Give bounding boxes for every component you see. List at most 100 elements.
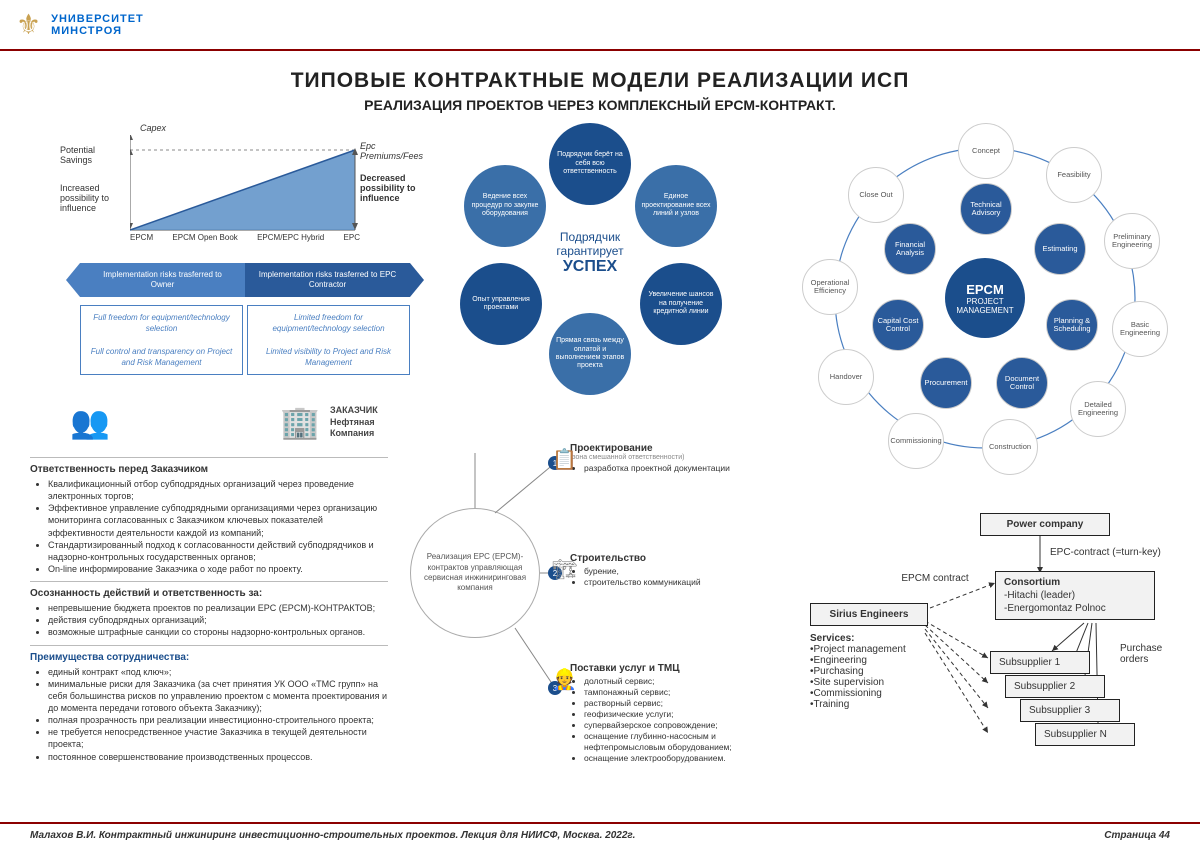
risk-arrows: Implementation risks trasferred to Owner…	[80, 263, 410, 297]
page-subtitle: РЕАЛИЗАЦИЯ ПРОЕКТОВ ЧЕРЕЗ КОМПЛЕКСНЫЙ EP…	[0, 97, 1200, 113]
wheel-outer: Basic Engineering	[1112, 301, 1168, 357]
consortium-items: -Hitachi (leader)-Energomontaz Polnoc	[1004, 589, 1146, 615]
xlabel: EPCM/EPC Hybrid	[257, 233, 324, 242]
box-right: Limited freedom for equipment/technology…	[247, 305, 410, 375]
arrow-left: Implementation risks trasferred to Owner	[80, 263, 245, 297]
contractor-success-diagram: Подрядчик берёт на себя всю ответственно…	[430, 123, 750, 383]
wheel-inner: Financial Analysis	[884, 223, 936, 275]
phase-list: долотный сервис;тампонажный сервис;раств…	[570, 676, 750, 764]
section-list: единый контракт «под ключ»;минимальные р…	[30, 666, 388, 763]
circ-center: Подрядчик гарантирует УСПЕХ	[535, 208, 645, 298]
subsupplier-box: Subsupplier 1	[990, 651, 1090, 674]
chart-xlabels: EPCM EPCM Open Book EPCM/EPC Hybrid EPC	[130, 233, 360, 242]
wheel-outer: Handover	[818, 349, 874, 405]
wheel-outer: Commissioning	[888, 413, 944, 469]
epcm-wheel: EPCM PROJECT MANAGEMENT Technical Adviso…	[780, 123, 1180, 463]
phase-list: бурение,строительство коммуникаций	[570, 566, 750, 588]
header-text: УНИВЕРСИТЕТ МИНСТРОЯ	[51, 13, 144, 37]
seg: Ведение всех процедур по закупке оборудо…	[464, 165, 546, 247]
chart-svg	[130, 135, 360, 235]
wheel-center: EPCM PROJECT MANAGEMENT	[945, 258, 1025, 338]
wheel-center-sub: PROJECT MANAGEMENT	[945, 297, 1025, 315]
seg: Опыт управления проектами	[460, 263, 542, 345]
phase-subtitle: (зона смешанной ответственности)	[570, 454, 750, 461]
box-text: Limited visibility to Project and Risk M…	[254, 346, 403, 368]
wheel-outer: Feasibility	[1046, 147, 1102, 203]
phase-list: разработка проектной документации	[570, 463, 750, 474]
wheel-inner: Technical Advisory	[960, 183, 1012, 235]
epcm-label: EPCM contract	[900, 573, 970, 584]
section-list: Квалификационный отбор субподрядных орга…	[30, 478, 388, 575]
wheel-inner: Document Control	[996, 357, 1048, 409]
subsupplier-box: Subsupplier 3	[1020, 699, 1120, 722]
wheel-inner: Estimating	[1034, 223, 1086, 275]
bl-right-column: Реализация EPC (EPCM)-контрактов управля…	[400, 453, 760, 769]
premiums-label: Epc Premiums/Fees	[360, 141, 430, 161]
capex-label: Capex	[140, 123, 166, 133]
box-text: Limited freedom for equipment/technology…	[254, 312, 403, 334]
header-line2: МИНСТРОЯ	[51, 25, 144, 37]
consortium-box: Consortium -Hitachi (leader)-Energomonta…	[995, 571, 1155, 620]
section-heading: Преимущества сотрудничества:	[30, 652, 388, 663]
epc-label: EPC-contract (=turn-key)	[1050, 547, 1161, 558]
circ-center-l1: Подрядчик	[560, 230, 620, 244]
sirius-box: Sirius Engineers	[810, 603, 928, 626]
circ-center-l2: гарантирует	[556, 244, 623, 258]
wheel-inner: Planning & Scheduling	[1046, 299, 1098, 351]
purchase-label: Purchase orders	[1120, 643, 1180, 665]
phase-title: Строительство	[570, 553, 750, 564]
footer-right: Страница 44	[1104, 830, 1170, 841]
bl-left-column: Ответственность перед Заказчиком Квалифи…	[30, 453, 400, 769]
seg: Увеличение шансов на получение кредитной…	[640, 263, 722, 345]
content: Capex Potential Savings Increased possib…	[0, 123, 1200, 803]
wheel-outer: Close Out	[848, 167, 904, 223]
people-icon: 👥	[70, 403, 110, 441]
increased-label: Increased possibility to influence	[60, 183, 115, 213]
responsibilities-block: 👥 🏢 ЗАКАЗЧИК Нефтяная Компания Ответстве…	[30, 403, 760, 769]
section-heading: Осознанность действий и ответственность …	[30, 588, 388, 599]
decreased-label: Decreased possibility to influence	[360, 173, 420, 203]
emblem-icon: ⚜	[16, 8, 41, 41]
wheel-outer: Concept	[958, 123, 1014, 179]
wheel-outer: Construction	[982, 419, 1038, 475]
wheel-center-title: EPCM	[966, 282, 1004, 297]
zakazchik-label: ЗАКАЗЧИК Нефтяная Компания	[330, 405, 378, 440]
seg: Прямая связь между оплатой и выполнением…	[549, 313, 631, 395]
box-text: Full freedom for equipment/technology se…	[87, 312, 236, 334]
wheel-outer: Operational Efficiency	[802, 259, 858, 315]
page-title: ТИПОВЫЕ КОНТРАКТНЫЕ МОДЕЛИ РЕАЛИЗАЦИИ ИС…	[0, 69, 1200, 93]
services-heading: Services:	[810, 633, 950, 644]
info-boxes: Full freedom for equipment/technology se…	[80, 305, 410, 375]
subsupplier-box: Subsupplier N	[1035, 723, 1135, 746]
phase-1: 📋 Проектирование (зона смешанной ответст…	[570, 443, 750, 474]
services-list: Services: •Project management•Engineerin…	[810, 633, 950, 710]
wheel-outer: Detailed Engineering	[1070, 381, 1126, 437]
xlabel: EPC	[344, 233, 360, 242]
power-company-box: Power company	[980, 513, 1110, 536]
title-block: ТИПОВЫЕ КОНТРАКТНЫЕ МОДЕЛИ РЕАЛИЗАЦИИ ИС…	[0, 69, 1200, 113]
circ-center-l3: УСПЕХ	[563, 258, 617, 276]
xlabel: EPCM Open Book	[172, 233, 237, 242]
header: ⚜ УНИВЕРСИТЕТ МИНСТРОЯ	[0, 0, 1200, 51]
potential-savings-label: Potential Savings	[60, 145, 110, 165]
services-items: •Project management•Engineering•Purchasi…	[810, 644, 950, 710]
subsupplier-box: Subsupplier 2	[1005, 675, 1105, 698]
header-line1: УНИВЕРСИТЕТ	[51, 13, 144, 25]
phase-title: Поставки услуг и ТМЦ	[570, 663, 750, 674]
derrick-icon: 🏗	[552, 557, 577, 582]
xlabel: EPCM	[130, 233, 153, 242]
box-left: Full freedom for equipment/technology se…	[80, 305, 243, 375]
section-heading: Ответственность перед Заказчиком	[30, 464, 388, 475]
phase-3: 👷 Поставки услуг и ТМЦ долотный сервис;т…	[570, 663, 750, 764]
consortium-heading: Consortium	[1004, 576, 1146, 589]
box-text: Full control and transparency on Project…	[87, 346, 236, 368]
worker-icon: 👷	[552, 667, 577, 692]
seg: Подрядчик берёт на себя всю ответственно…	[549, 123, 631, 205]
building-icon: 🏢	[280, 403, 320, 441]
footer-left: Малахов В.И. Контрактный инжиниринг инве…	[30, 830, 635, 841]
section-list: непревышение бюджета проектов по реализа…	[30, 602, 388, 638]
phase-title: Проектирование	[570, 443, 750, 454]
arrow-right: Implementation risks trasferred to EPC C…	[245, 263, 410, 297]
clipboard-icon: 📋	[552, 447, 577, 472]
contract-structure-diagram: Power company EPC-contract (=turn-key) E…	[810, 513, 1180, 793]
